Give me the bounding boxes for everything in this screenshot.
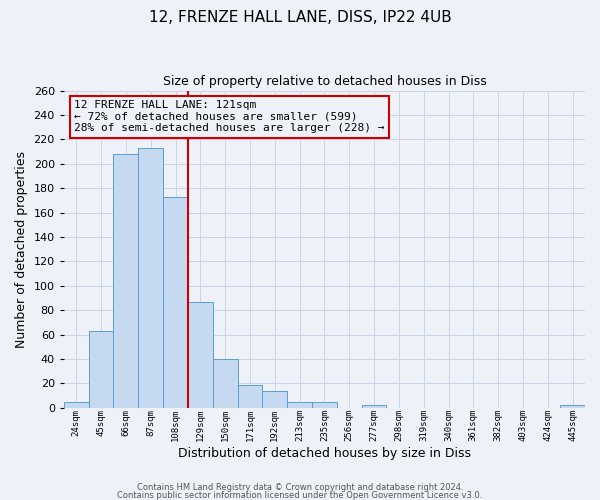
Bar — [238, 384, 262, 408]
Bar — [138, 148, 163, 408]
Bar — [362, 406, 386, 408]
Text: Contains HM Land Registry data © Crown copyright and database right 2024.: Contains HM Land Registry data © Crown c… — [137, 484, 463, 492]
Text: 12, FRENZE HALL LANE, DISS, IP22 4UB: 12, FRENZE HALL LANE, DISS, IP22 4UB — [149, 10, 451, 25]
Y-axis label: Number of detached properties: Number of detached properties — [15, 150, 28, 348]
Bar — [262, 390, 287, 408]
Bar — [213, 359, 238, 408]
Bar — [163, 196, 188, 408]
Bar — [64, 402, 89, 408]
Bar — [312, 402, 337, 408]
Bar — [188, 302, 213, 408]
Bar — [560, 406, 585, 408]
Bar — [287, 402, 312, 408]
Title: Size of property relative to detached houses in Diss: Size of property relative to detached ho… — [163, 75, 486, 88]
Text: 12 FRENZE HALL LANE: 121sqm
← 72% of detached houses are smaller (599)
28% of se: 12 FRENZE HALL LANE: 121sqm ← 72% of det… — [74, 100, 385, 134]
Bar — [113, 154, 138, 408]
Bar — [89, 331, 113, 408]
X-axis label: Distribution of detached houses by size in Diss: Distribution of detached houses by size … — [178, 447, 471, 460]
Text: Contains public sector information licensed under the Open Government Licence v3: Contains public sector information licen… — [118, 490, 482, 500]
